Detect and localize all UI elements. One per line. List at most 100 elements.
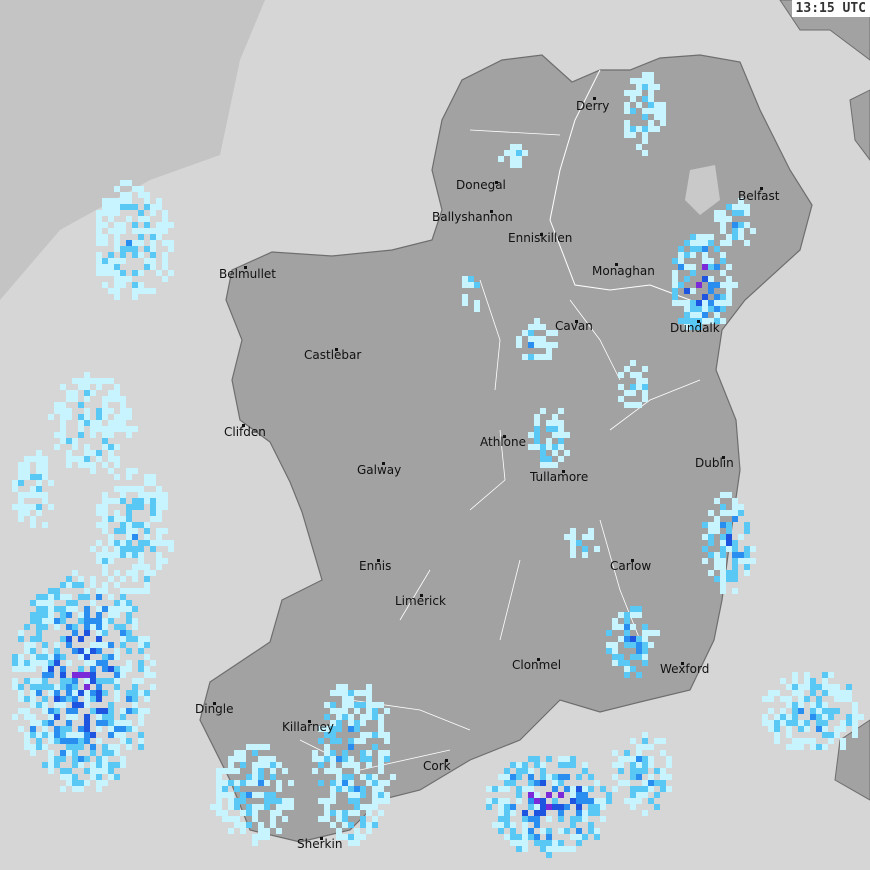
rain-cell [30,666,36,672]
rain-cell [66,660,72,666]
city-label: Derry [576,99,610,113]
rain-cell [114,474,120,480]
rain-cell [810,738,816,744]
rain-cell [72,438,78,444]
rain-cell [240,750,246,756]
rain-cell [42,474,48,480]
rain-cell [720,240,726,246]
city-label: Belmullet [219,267,276,281]
rain-cell [366,714,372,720]
rain-cell [768,696,774,702]
rain-cell [18,726,24,732]
rain-cell [354,834,360,840]
rain-cell [240,828,246,834]
city-marker [382,462,385,465]
rain-cell [120,222,126,228]
rain-cell [36,702,42,708]
rain-cell [18,636,24,642]
rain-cell [702,258,708,264]
rain-cell [360,816,366,822]
rain-cell [372,804,378,810]
rain-cell [636,126,642,132]
rain-cell [126,510,132,516]
rain-cell [702,522,708,528]
rain-cell [258,774,264,780]
rain-cell [96,726,102,732]
rain-cell [672,288,678,294]
rain-cell [138,210,144,216]
rain-cell [90,624,96,630]
rain-cell [546,804,552,810]
rain-cell [144,654,150,660]
rain-cell [72,570,78,576]
rain-cell [624,666,630,672]
rain-cell [816,702,822,708]
city-marker [420,594,423,597]
rain-cell [378,720,384,726]
rain-cell [252,792,258,798]
rain-cell [282,768,288,774]
rain-cell [636,102,642,108]
rain-cell [114,672,120,678]
rain-cell [150,504,156,510]
rain-cell [138,282,144,288]
rain-cell [72,732,78,738]
rain-cell [642,810,648,816]
rain-cell [12,486,18,492]
rain-cell [546,846,552,852]
rain-cell [330,780,336,786]
rain-cell [720,282,726,288]
rain-cell [102,618,108,624]
rain-cell [126,204,132,210]
rain-cell [126,726,132,732]
rain-cell [60,402,66,408]
rain-cell [648,78,654,84]
rain-cell [570,786,576,792]
rain-cell [744,564,750,570]
rain-cell [726,510,732,516]
rain-cell [342,822,348,828]
rain-cell [852,702,858,708]
rain-cell [732,570,738,576]
rain-cell [354,690,360,696]
rain-cell [90,390,96,396]
rain-cell [576,798,582,804]
rain-cell [240,798,246,804]
rain-cell [360,702,366,708]
rain-cell [42,522,48,528]
rain-cell [642,378,648,384]
rain-cell [642,744,648,750]
rain-cell [48,480,54,486]
rain-cell [816,708,822,714]
rain-cell [120,204,126,210]
rain-cell [102,756,108,762]
rain-cell [534,342,540,348]
timestamp-label: 13:15 UTC [791,0,870,17]
rain-cell [54,618,60,624]
rain-cell [630,798,636,804]
rain-cell [504,768,510,774]
rain-cell [252,816,258,822]
rain-cell [540,768,546,774]
rain-cell [132,678,138,684]
rain-cell [354,828,360,834]
rain-cell [330,798,336,804]
rain-cell [624,90,630,96]
rain-cell [18,498,24,504]
rain-cell [30,642,36,648]
rain-cell [90,468,96,474]
rain-cell [342,774,348,780]
rain-cell [252,744,258,750]
rain-cell [720,258,726,264]
rain-cell [90,744,96,750]
rain-cell [342,780,348,786]
rain-cell [132,252,138,258]
rain-cell [534,780,540,786]
rain-cell [264,828,270,834]
rain-cell [348,822,354,828]
rain-cell [660,108,666,114]
rain-cell [114,246,120,252]
rain-cell [222,816,228,822]
rain-cell [54,762,60,768]
